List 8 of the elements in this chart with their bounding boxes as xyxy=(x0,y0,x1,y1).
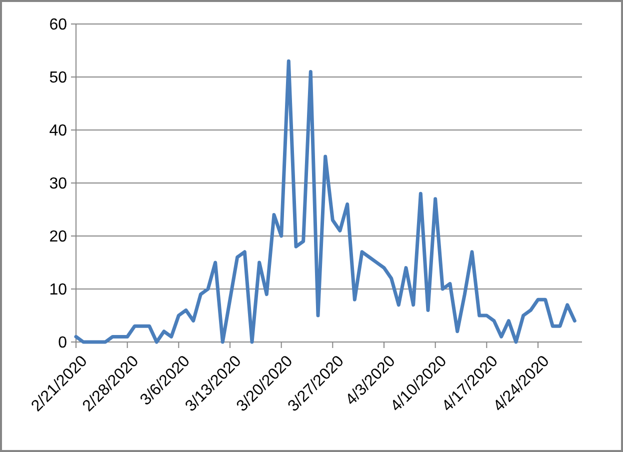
y-tick-label: 20 xyxy=(49,228,68,246)
y-tick-label: 0 xyxy=(58,334,68,352)
y-tick-label: 10 xyxy=(49,282,68,299)
y-tick-label: 60 xyxy=(49,16,68,34)
line-series xyxy=(74,59,576,344)
y-tick-label: 40 xyxy=(49,122,68,140)
y-tick-label: 30 xyxy=(49,176,68,193)
y-tick-label: 50 xyxy=(49,70,68,87)
